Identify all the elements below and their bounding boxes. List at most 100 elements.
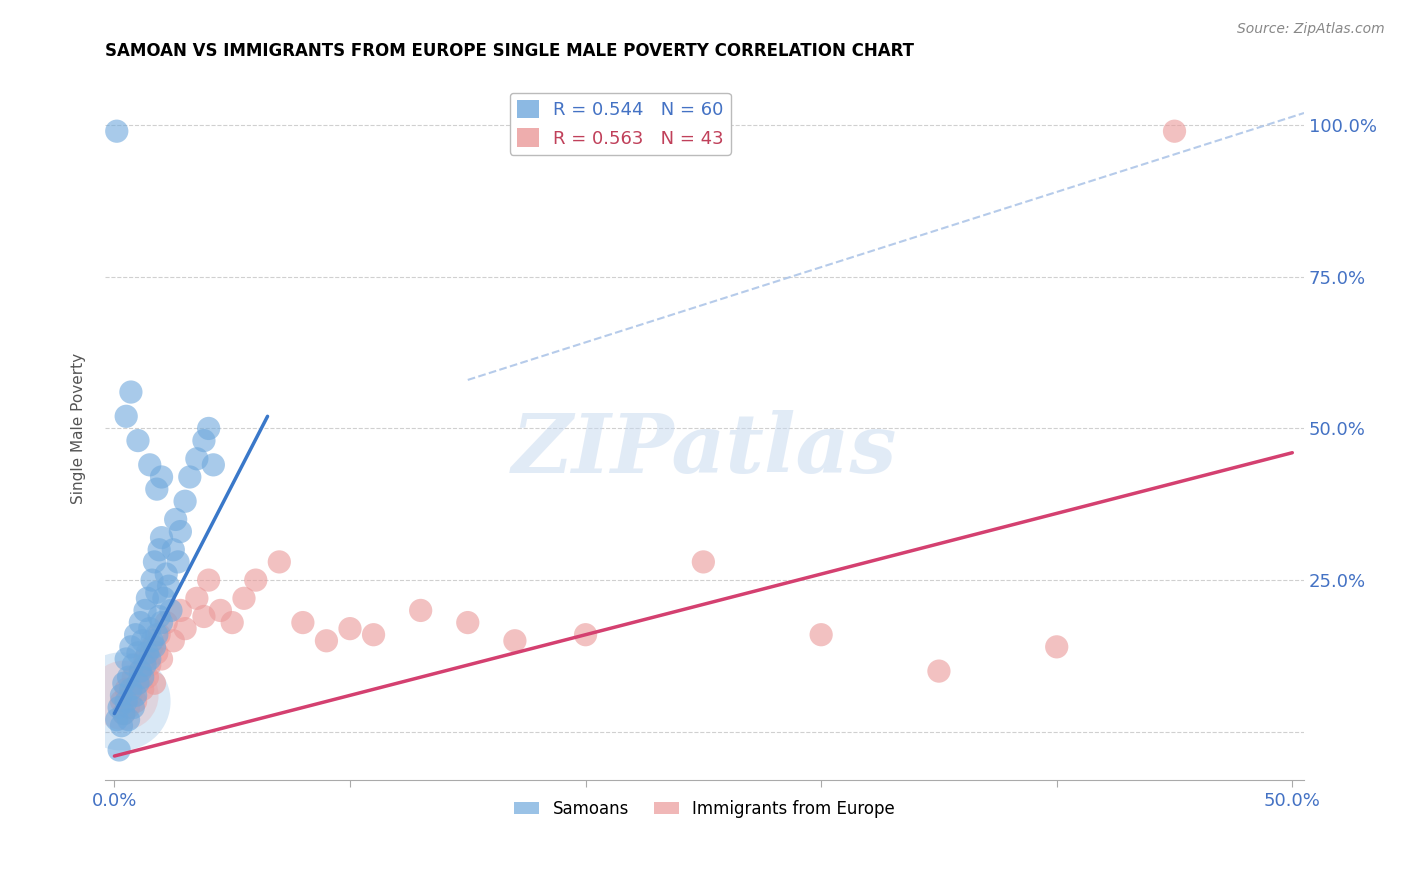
Point [105,713,128,727]
Point [122,658,145,673]
Point [110,719,132,733]
Point [141,573,163,587]
Point [141,640,163,654]
Point [127,676,149,690]
Point [127,676,149,690]
Text: SAMOAN VS IMMIGRANTS FROM EUROPE SINGLE MALE POVERTY CORRELATION CHART: SAMOAN VS IMMIGRANTS FROM EUROPE SINGLE … [105,42,914,60]
Point [120,689,142,703]
Point [155,615,177,630]
Point [112,706,135,721]
Point [315,633,337,648]
Y-axis label: Single Male Poverty: Single Male Poverty [72,353,86,504]
Point [141,633,163,648]
Point [139,658,162,673]
Point [197,573,219,587]
Point [197,421,219,435]
Point [139,622,162,636]
Point [124,694,146,708]
Point [112,689,135,703]
Point [127,434,149,448]
Point [124,689,146,703]
Point [117,670,139,684]
Point [134,652,156,666]
Point [457,615,479,630]
Point [110,694,132,708]
Legend: Samoans, Immigrants from Europe: Samoans, Immigrants from Europe [508,793,901,825]
Point [115,409,138,424]
Point [150,531,173,545]
Point [162,542,184,557]
Point [131,633,153,648]
Point [160,603,183,617]
Point [139,458,162,472]
Point [120,682,142,697]
Point [165,512,187,526]
Point [108,700,131,714]
Point [117,713,139,727]
Point [193,434,215,448]
Point [409,603,432,617]
Point [146,646,169,660]
Point [810,628,832,642]
Point [112,706,135,721]
Point [115,652,138,666]
Point [146,628,169,642]
Point [122,670,145,684]
Point [131,682,153,697]
Point [167,555,190,569]
Point [186,451,208,466]
Point [174,622,197,636]
Point [221,615,243,630]
Point [209,603,232,617]
Point [150,615,173,630]
Point [153,591,176,606]
Point [136,670,159,684]
Point [179,470,201,484]
Point [155,567,177,582]
Point [162,633,184,648]
Point [120,385,142,400]
Point [143,640,166,654]
Text: Source: ZipAtlas.com: Source: ZipAtlas.com [1237,22,1385,37]
Point [148,628,170,642]
Point [115,682,138,697]
Point [108,743,131,757]
Point [928,664,950,678]
Point [112,676,135,690]
Point [148,542,170,557]
Point [245,573,267,587]
Point [692,555,714,569]
Point [174,494,197,508]
Point [146,482,169,496]
Point [169,603,191,617]
Text: ZIPatlas: ZIPatlas [512,409,897,490]
Point [134,658,156,673]
Point [134,603,156,617]
Point [269,555,291,569]
Point [339,622,361,636]
Point [139,652,162,666]
Point [148,609,170,624]
Point [157,579,180,593]
Point [122,700,145,714]
Point [233,591,256,606]
Point [143,676,166,690]
Point [127,646,149,660]
Point [110,694,132,708]
Point [193,609,215,624]
Point [143,555,166,569]
Point [129,664,152,678]
Point [129,615,152,630]
Point [129,664,152,678]
Point [110,689,132,703]
Point [1163,124,1185,138]
Point [105,124,128,138]
Point [124,628,146,642]
Point [186,591,208,606]
Point [150,652,173,666]
Point [503,633,526,648]
Point [136,591,159,606]
Point [117,700,139,714]
Point [146,585,169,599]
Point [1046,640,1069,654]
